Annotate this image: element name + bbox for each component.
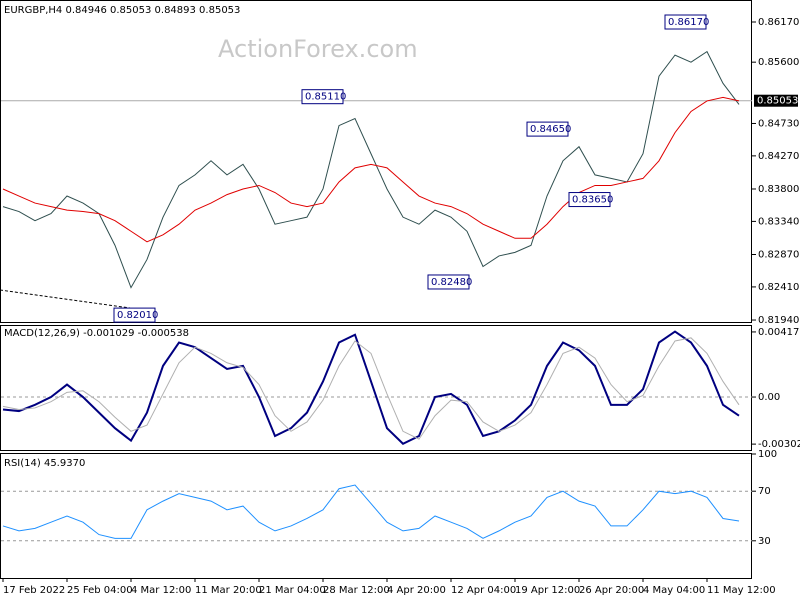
- x-tick-label: 21 Mar 04:00: [259, 585, 326, 596]
- annotation-label: 0.86170: [668, 17, 709, 28]
- series-line: [2, 337, 740, 440]
- x-tick-label: 25 Feb 04:00: [67, 585, 133, 596]
- annotation-box: [427, 274, 470, 290]
- macd-title: MACD(12,26,9) -0.001029 -0.000538: [4, 328, 189, 339]
- y-tick-label: 0.84730: [758, 118, 799, 129]
- y-tick-label: -0.003022: [758, 439, 800, 450]
- y-tick-label: 100: [758, 449, 777, 460]
- x-tick-label: 12 Apr 04:00: [451, 585, 516, 596]
- watermark: ActionForex.com: [218, 35, 418, 63]
- x-tick-label: 19 Apr 12:00: [515, 585, 580, 596]
- macd-panel: [0, 325, 752, 451]
- last-price-box: [754, 94, 798, 107]
- series-line: [2, 484, 740, 539]
- x-tick-label: 4 Mar 12:00: [131, 585, 191, 596]
- annotation-label: 0.85110: [305, 92, 346, 103]
- trend-line: [0, 289, 131, 309]
- annotation-label: 0.82480: [431, 277, 472, 288]
- rsi-title: RSI(14) 45.9370: [4, 458, 85, 469]
- rsi-panel: [0, 453, 752, 579]
- x-tick-label: 11 May 12:00: [707, 585, 776, 596]
- annotation-box: [301, 89, 344, 105]
- x-tick-label: 11 Mar 20:00: [195, 585, 262, 596]
- annotation-box: [526, 121, 569, 137]
- series-line: [2, 96, 740, 243]
- y-tick-label: 0.81940: [758, 315, 799, 326]
- x-tick-label: 17 Feb 2022: [3, 585, 65, 596]
- y-tick-label: 0.00: [758, 392, 780, 403]
- series-line: [2, 50, 740, 289]
- annotation-box: [568, 192, 611, 208]
- annotation-label: 0.82010: [117, 310, 158, 321]
- y-tick-label: 0.86170: [758, 17, 799, 28]
- y-tick-label: 0.83800: [758, 184, 799, 195]
- x-tick-label: 26 Apr 20:00: [579, 585, 644, 596]
- chart-title: EURGBP,H4 0.84946 0.85053 0.84893 0.8505…: [4, 5, 240, 16]
- y-tick-label: 0.004179: [758, 327, 800, 338]
- y-tick-label: 0.82870: [758, 250, 799, 261]
- y-tick-label: 30: [758, 536, 771, 547]
- annotation-label: 0.83650: [572, 195, 613, 206]
- annotation-box: [113, 307, 156, 323]
- y-tick-label: 0.83340: [758, 216, 799, 227]
- last-price-label: 0.85053: [757, 96, 798, 107]
- x-tick-label: 28 Mar 12:00: [323, 585, 390, 596]
- annotation-label: 0.84650: [530, 124, 571, 135]
- y-tick-label: 0.84270: [758, 151, 799, 162]
- y-tick-label: 0.82410: [758, 282, 799, 293]
- annotation-box: [664, 14, 707, 30]
- x-tick-label: 4 Apr 20:00: [387, 585, 446, 596]
- x-tick-label: 4 May 04:00: [643, 585, 705, 596]
- price-panel: [0, 0, 752, 323]
- y-tick-label: 70: [758, 486, 771, 497]
- series-line: [2, 330, 740, 445]
- y-tick-label: 0.85600: [758, 57, 799, 68]
